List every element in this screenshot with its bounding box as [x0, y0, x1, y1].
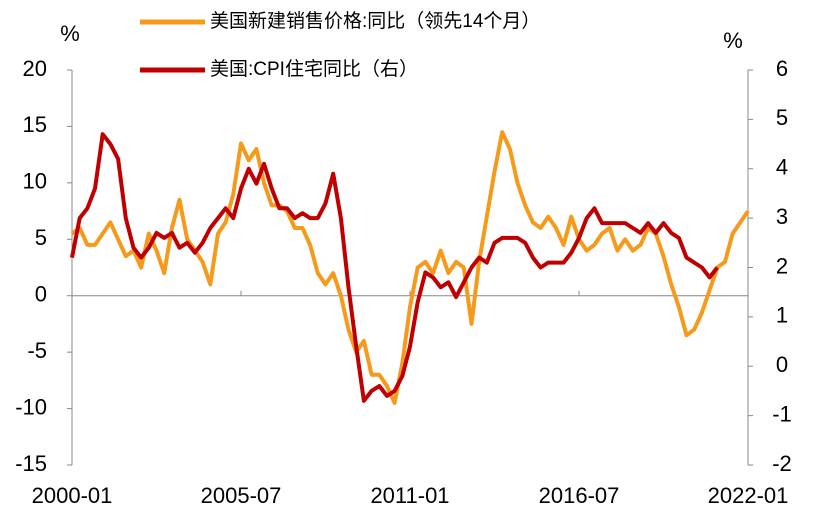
y-tick-label: -15: [15, 451, 47, 476]
legend-label: 美国:CPI住宅同比（右）: [210, 58, 418, 80]
x-tick-label: 2016-07: [539, 483, 620, 508]
legend-label: 美国新建销售价格:同比（领先14个月）: [210, 10, 540, 32]
series-line: [70, 132, 719, 403]
x-tick-label: 2011-01: [370, 483, 449, 508]
y-tick-label: 15: [23, 112, 47, 137]
y-tick-label: 5: [35, 225, 47, 250]
y2-tick-label: -2: [772, 451, 792, 476]
right-unit: %: [723, 28, 743, 53]
y2-tick-label: 6: [776, 56, 788, 81]
y2-tick-label: 3: [776, 204, 788, 229]
y-tick-label: 20: [23, 56, 47, 81]
x-tick-label: 2022-01: [708, 483, 789, 508]
y2-tick-label: -1: [772, 401, 792, 426]
y-tick-label: 10: [23, 169, 47, 194]
y2-tick-label: 4: [776, 155, 788, 180]
y2-tick-label: 2: [776, 253, 788, 278]
left-unit: %: [60, 21, 80, 46]
y-tick-label: 0: [35, 282, 47, 307]
y2-tick-label: 0: [776, 352, 788, 377]
y2-tick-label: 1: [776, 303, 788, 328]
x-tick-label: 2005-07: [201, 483, 282, 508]
y-tick-label: -10: [15, 394, 47, 419]
series-line: [70, 130, 750, 405]
y2-tick-label: 5: [776, 105, 788, 130]
x-tick-label: 2000-01: [32, 483, 113, 508]
y-tick-label: -5: [27, 338, 47, 363]
